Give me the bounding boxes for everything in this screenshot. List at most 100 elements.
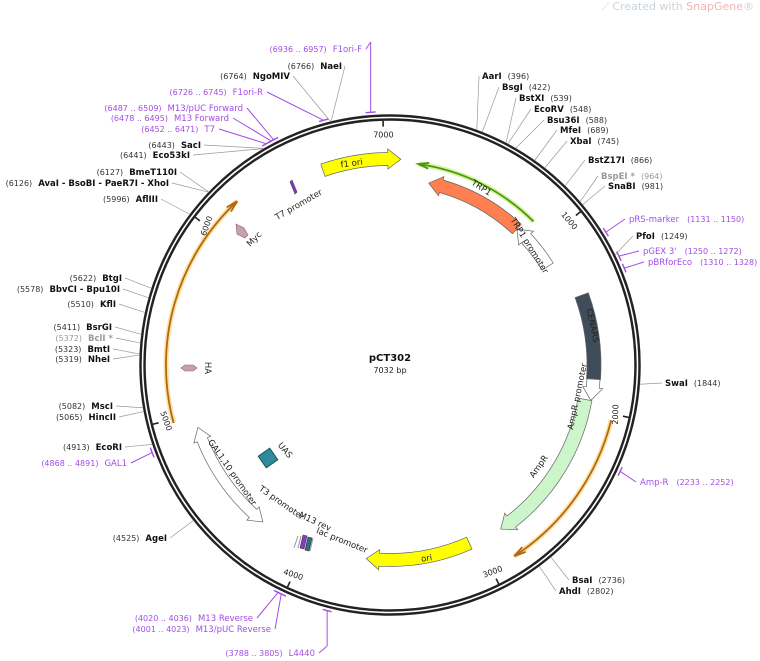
enzyme-position: (4525) (113, 534, 140, 543)
enzyme-site[interactable]: AhdI (2802) (559, 587, 614, 597)
primer-site[interactable]: pBRforEco (1310 .. 1328) (648, 258, 757, 268)
enzyme-leader-line (544, 140, 568, 169)
primer-site[interactable]: (4020 .. 4036) M13 Reverse (135, 614, 253, 624)
enzyme-site[interactable]: (6126) AvaI - BsoBI - PaeR7I - XhoI (6, 179, 169, 189)
enzyme-site[interactable]: EcoRV (548) (534, 105, 591, 115)
enzyme-site[interactable]: BstZ17I (866) (588, 156, 652, 166)
enzyme-site[interactable]: MfeI (689) (560, 126, 609, 136)
enzyme-site[interactable]: (5622) BtgI (70, 274, 122, 284)
enzyme-leader-line (115, 337, 141, 344)
enzyme-site[interactable]: Bsu36I (588) (547, 116, 607, 126)
enzyme-site[interactable]: (6766) NaeI (288, 62, 342, 72)
enzyme-site[interactable]: SnaBI (981) (608, 182, 663, 192)
tick-mark (622, 415, 629, 419)
enzyme-site[interactable]: BsaI (2736) (572, 576, 625, 586)
enzyme-position: (6443) (148, 141, 175, 150)
primer-bind-mark (318, 118, 329, 123)
enzyme-site[interactable]: (4913) EcoRI (63, 443, 122, 453)
plasmid-name: pCT302 (369, 353, 411, 364)
enzyme-leader-line (564, 159, 586, 187)
left-orf-line-arrowhead (226, 200, 238, 212)
enzyme-site[interactable]: (4525) AgeI (113, 534, 167, 544)
enzyme-site[interactable]: (5082) MscI (59, 402, 113, 412)
enzyme-site[interactable]: (6443) SacI (148, 141, 201, 151)
primer-name: M13 Reverse (198, 614, 253, 624)
primer-site[interactable]: (3788 .. 3805) L4440 (225, 649, 315, 659)
enzyme-name: BsgI (502, 83, 523, 93)
trp1-promoter-arrow[interactable] (516, 228, 554, 271)
enzyme-site[interactable]: BspEI * (964) (601, 172, 663, 182)
myc-tag[interactable] (235, 223, 249, 239)
enzyme-site[interactable]: PfoI (1249) (636, 232, 688, 242)
enzyme-site[interactable]: BstXI (539) (519, 94, 572, 104)
ha-tag[interactable] (180, 364, 198, 372)
backbone-outer (139, 114, 641, 616)
enzyme-site[interactable]: (6127) BmeT110I (97, 168, 177, 178)
enzyme-site[interactable]: (5065) HincII (56, 413, 116, 423)
trp1-arrow[interactable] (428, 175, 522, 235)
enzyme-position: (5065) (56, 413, 83, 422)
lac-operator-mark[interactable] (304, 536, 313, 552)
tick-label: 3000 (482, 564, 504, 579)
cenars-block[interactable] (574, 292, 602, 381)
enzyme-position: (6441) (120, 151, 147, 160)
enzyme-site[interactable]: (5319) NheI (55, 355, 110, 365)
primer-site[interactable]: (4001 .. 4023) M13/pUC Reverse (132, 625, 271, 635)
primer-site[interactable]: (6452 .. 6471) T7 (141, 125, 215, 135)
primer-site[interactable]: (6487 .. 6509) M13/pUC Forward (104, 104, 243, 114)
enzyme-leader-line (582, 185, 606, 205)
ampr-arrow[interactable] (500, 397, 593, 531)
t7-promoter-mark[interactable] (289, 179, 298, 195)
enzyme-site[interactable]: (5323) BmtI (55, 345, 110, 355)
enzyme-site[interactable]: AarI (396) (482, 72, 529, 82)
lac-promoter-mark[interactable] (309, 537, 314, 552)
enzyme-site[interactable]: (5411) BsrGI (54, 323, 112, 333)
t3-promoter-mark[interactable] (293, 535, 302, 549)
enzyme-position: (745) (598, 137, 620, 146)
enzyme-leader-line (481, 86, 500, 133)
enzyme-site[interactable]: SwaI (1844) (665, 379, 720, 389)
enzyme-leader-line (112, 348, 140, 355)
ampr-orf-line-arrowhead (513, 546, 527, 558)
enzyme-site[interactable]: (5578) BbvCI - Bpu10I (17, 285, 120, 295)
enzyme-site[interactable]: (6764) NgoMIV (220, 72, 290, 82)
enzyme-site[interactable]: (6441) Eco53kI (120, 151, 190, 161)
primer-leader-line (218, 128, 267, 145)
ampr-orf-line-glow (512, 419, 614, 559)
primer-range: (1250 .. 1272) (685, 247, 742, 256)
feature-label-ori: ori (421, 553, 433, 564)
primer-leader-line (256, 592, 279, 619)
enzyme-site[interactable]: (5372) BclI * (55, 334, 113, 344)
primer-site[interactable]: (4868 .. 4891) GAL1 (41, 459, 127, 469)
enzyme-site[interactable]: (5510) KflI (67, 300, 116, 310)
enzyme-site[interactable]: BsgI (422) (502, 83, 550, 93)
enzyme-position: (1844) (694, 379, 721, 388)
primer-range: (1310 .. 1328) (700, 258, 757, 267)
enzyme-position: (2736) (598, 576, 625, 585)
enzyme-site[interactable]: XbaI (745) (570, 137, 619, 147)
gal1-10-promoter-arrow[interactable] (193, 426, 264, 523)
primer-name: M13 Forward (174, 114, 229, 124)
enzyme-position: (6764) (220, 72, 247, 81)
f1-ori-arrow[interactable] (320, 148, 402, 177)
tick-label: 1000 (559, 210, 579, 231)
primer-site[interactable]: (6478 .. 6495) M13 Forward (111, 114, 229, 124)
primer-site[interactable]: pRS-marker (1131 .. 1150) (629, 215, 744, 225)
enzyme-leader-line (476, 75, 480, 131)
enzyme-site[interactable]: (5996) AflIII (103, 195, 158, 205)
snapgene-watermark: ⟋ Created with SnapGene® (602, 0, 754, 14)
enzyme-name: BspEI * (601, 172, 636, 182)
primer-site[interactable]: pGEX 3' (1250 .. 1272) (643, 247, 742, 257)
primer-site[interactable]: Amp-R (2233 .. 2252) (640, 478, 734, 488)
m13-rev-mark[interactable] (299, 534, 308, 550)
primer-bind-mark (273, 589, 283, 596)
enzyme-name: AarI (482, 72, 502, 82)
primer-leader-line (605, 218, 626, 233)
ampr-promoter-arrow[interactable] (582, 378, 604, 401)
enzyme-name: MscI (91, 402, 113, 412)
ori-arrow[interactable] (365, 536, 473, 571)
primer-site[interactable]: (6936 .. 6957) F1ori-F (270, 45, 363, 55)
primer-site[interactable]: (6726 .. 6745) F1ori-R (170, 88, 264, 98)
uas-box[interactable] (257, 447, 279, 469)
primer-bind-mark (149, 447, 155, 458)
